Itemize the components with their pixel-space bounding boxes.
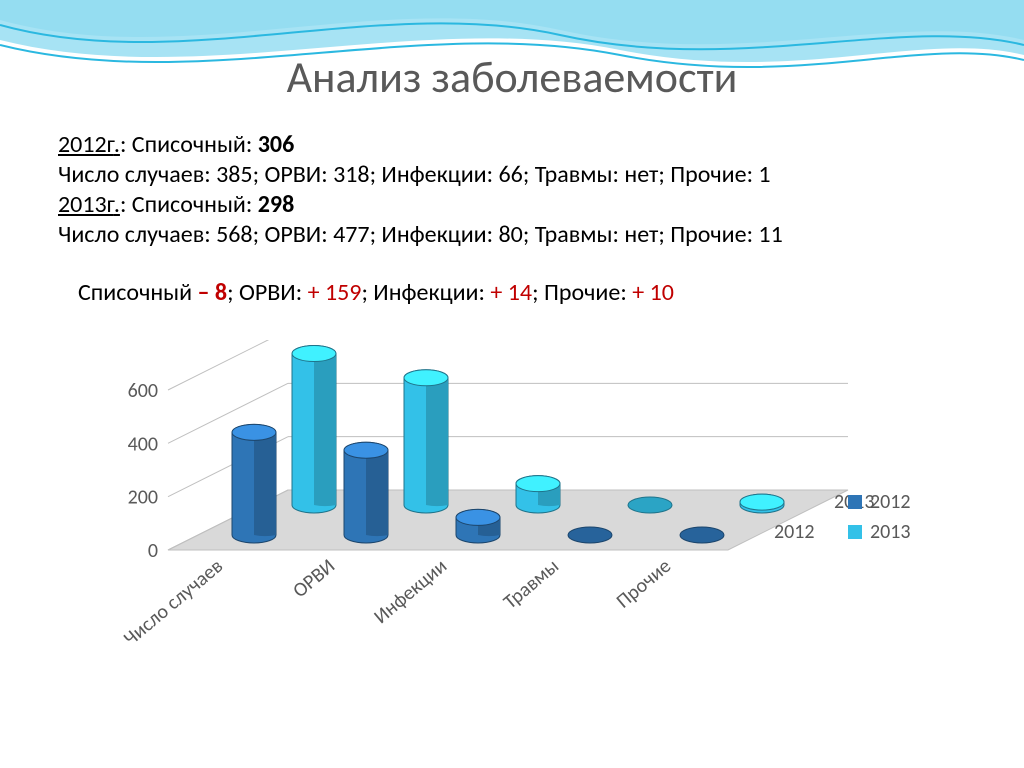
stats-text-block: 2012г.: Списочный: 306 Число случаев: 38… <box>58 130 783 250</box>
svg-text:0: 0 <box>148 539 158 563</box>
chart-legend: 2012 2013 <box>848 490 911 550</box>
svg-text:Число случаев: Число случаев <box>119 554 228 651</box>
svg-text:Травмы: Травмы <box>499 554 564 614</box>
svg-text:Прочие: Прочие <box>612 554 676 613</box>
svg-text:200: 200 <box>128 486 158 510</box>
year-2013-label: 2013г. <box>58 190 120 219</box>
svg-text:400: 400 <box>128 432 158 456</box>
chart-area: 0 200 400 600 2013 2012 Число случаев ОРВИ Инфек… <box>78 340 948 720</box>
svg-text:Инфекции: Инфекции <box>369 554 452 629</box>
svg-text:2012: 2012 <box>774 520 815 544</box>
slide-title: Анализ заболеваемости <box>0 50 1024 104</box>
year-2012-label: 2012г. <box>58 130 120 159</box>
cylinder-bar-chart: 0 200 400 600 2013 2012 Число случаев ОРВИ Инфек… <box>78 340 948 720</box>
legend-item-2012: 2012 <box>848 490 911 514</box>
legend-item-2013: 2013 <box>848 520 911 544</box>
svg-text:ОРВИ: ОРВИ <box>288 554 340 603</box>
svg-text:600: 600 <box>128 379 158 403</box>
delta-text-line: Списочный – 8; ОРВИ: + 159; Инфекции: + … <box>78 278 674 307</box>
